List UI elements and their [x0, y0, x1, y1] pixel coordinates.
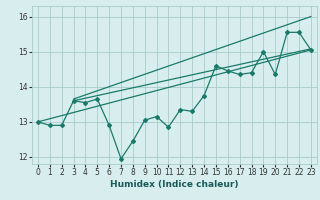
- X-axis label: Humidex (Indice chaleur): Humidex (Indice chaleur): [110, 180, 239, 189]
